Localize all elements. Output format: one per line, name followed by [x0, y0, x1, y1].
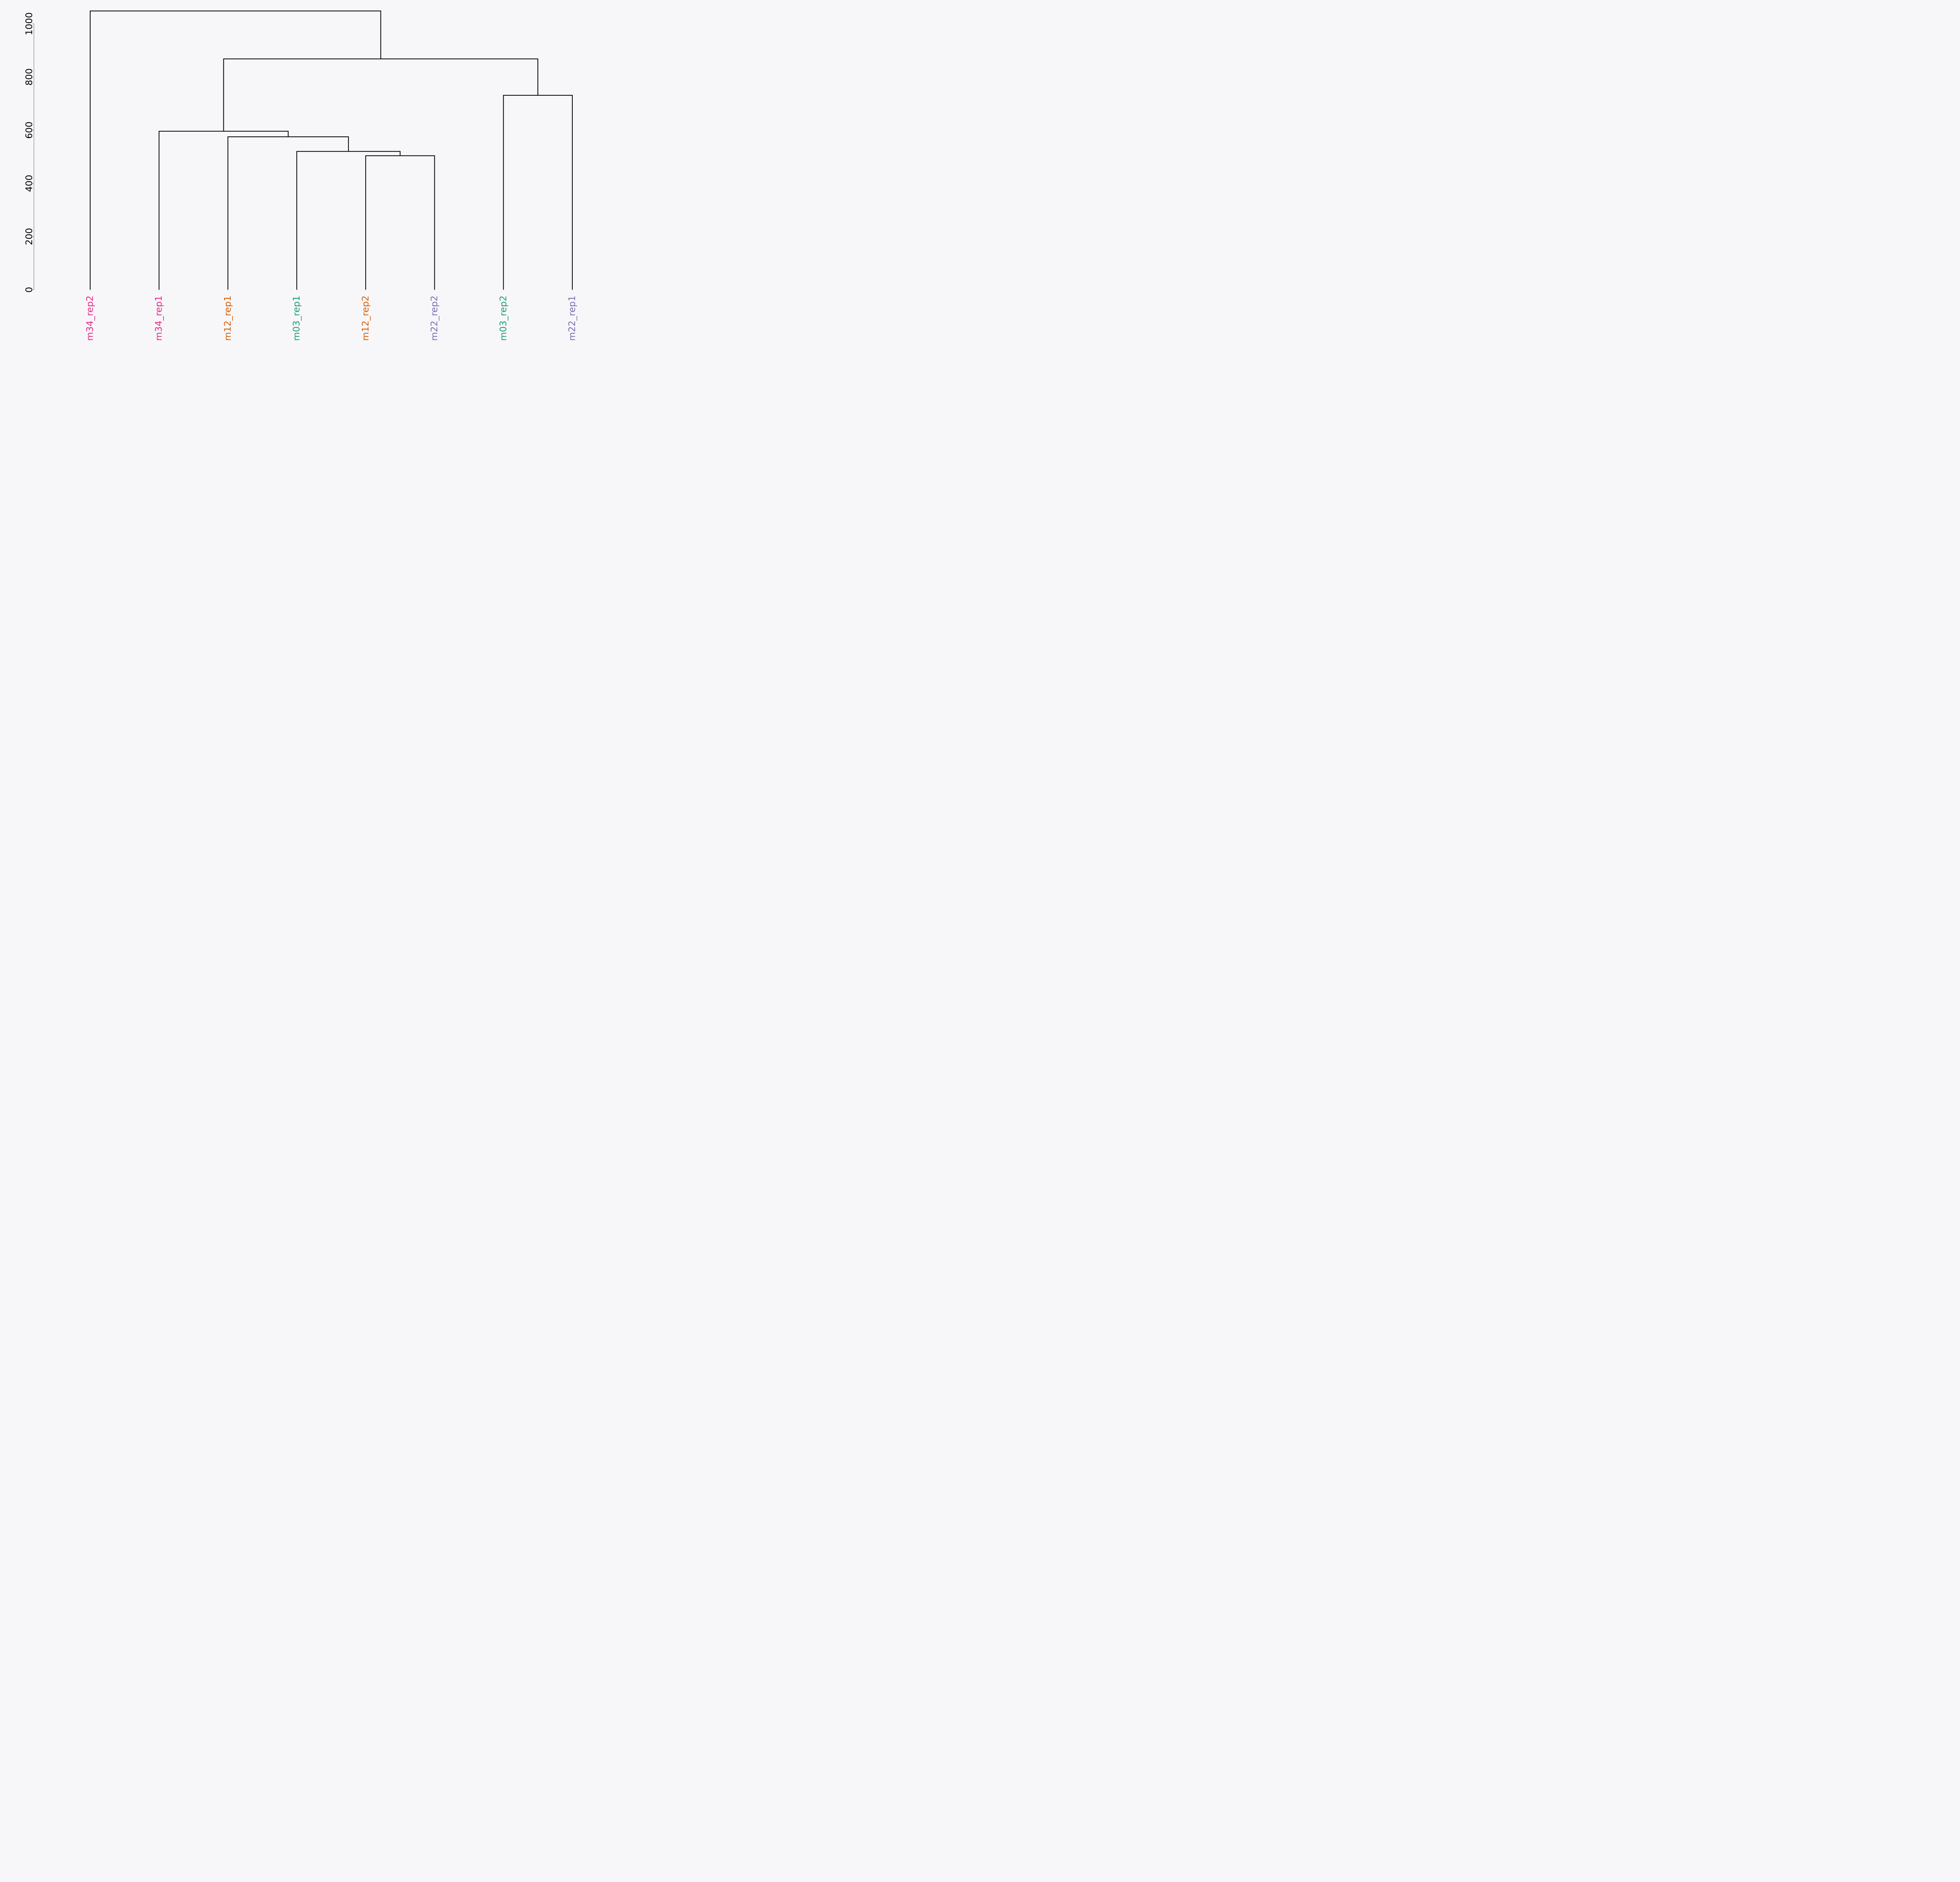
leaf-label-m22_rep1: m22_rep1: [567, 296, 577, 341]
leaf-label-m34_rep1: m34_rep1: [154, 296, 164, 341]
leaf-label-m03_rep2: m03_rep2: [498, 296, 508, 341]
y-axis-tick-label-600: 600: [24, 122, 34, 139]
dendrogram-figure: 0 200 400 600 800 1000 m34_rep2 m34_rep1 m12_rep…: [0, 0, 627, 376]
y-axis-tick-label-400: 400: [24, 175, 34, 192]
leaf-label-m22_rep2: m22_rep2: [430, 296, 440, 341]
plot-background: [0, 0, 627, 376]
dendrogram-link-M6: [90, 11, 381, 290]
y-axis-tick-label-800: 800: [24, 68, 34, 85]
dendrogram-plot: 0 200 400 600 800 1000 m34_rep2 m34_rep1 m12_rep…: [0, 0, 627, 376]
leaf-label-m34_rep2: m34_rep2: [85, 296, 95, 341]
leaf-label-m12_rep1: m12_rep1: [223, 296, 233, 341]
y-axis-tick-label-0: 0: [24, 287, 34, 293]
y-axis-tick-label-1000: 1000: [24, 12, 34, 35]
leaf-label-m03_rep1: m03_rep1: [292, 296, 302, 341]
leaf-label-m12_rep2: m12_rep2: [361, 296, 371, 341]
y-axis-tick-label-200: 200: [24, 228, 34, 245]
